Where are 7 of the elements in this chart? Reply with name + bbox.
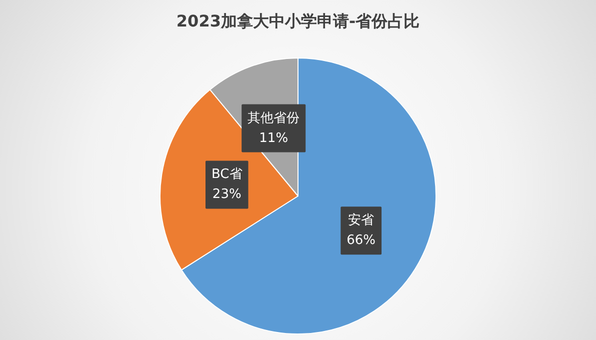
data-label: 66% bbox=[346, 233, 376, 248]
slice-label: 其他省份 bbox=[248, 110, 300, 126]
data-label: 23% bbox=[212, 187, 242, 202]
slice-label: 安省 bbox=[348, 212, 374, 228]
slice-label: BC省 bbox=[211, 167, 242, 182]
data-label: 11% bbox=[259, 130, 288, 146]
chart-title: 2023加拿大中小学申请-省份占比 bbox=[176, 12, 420, 30]
